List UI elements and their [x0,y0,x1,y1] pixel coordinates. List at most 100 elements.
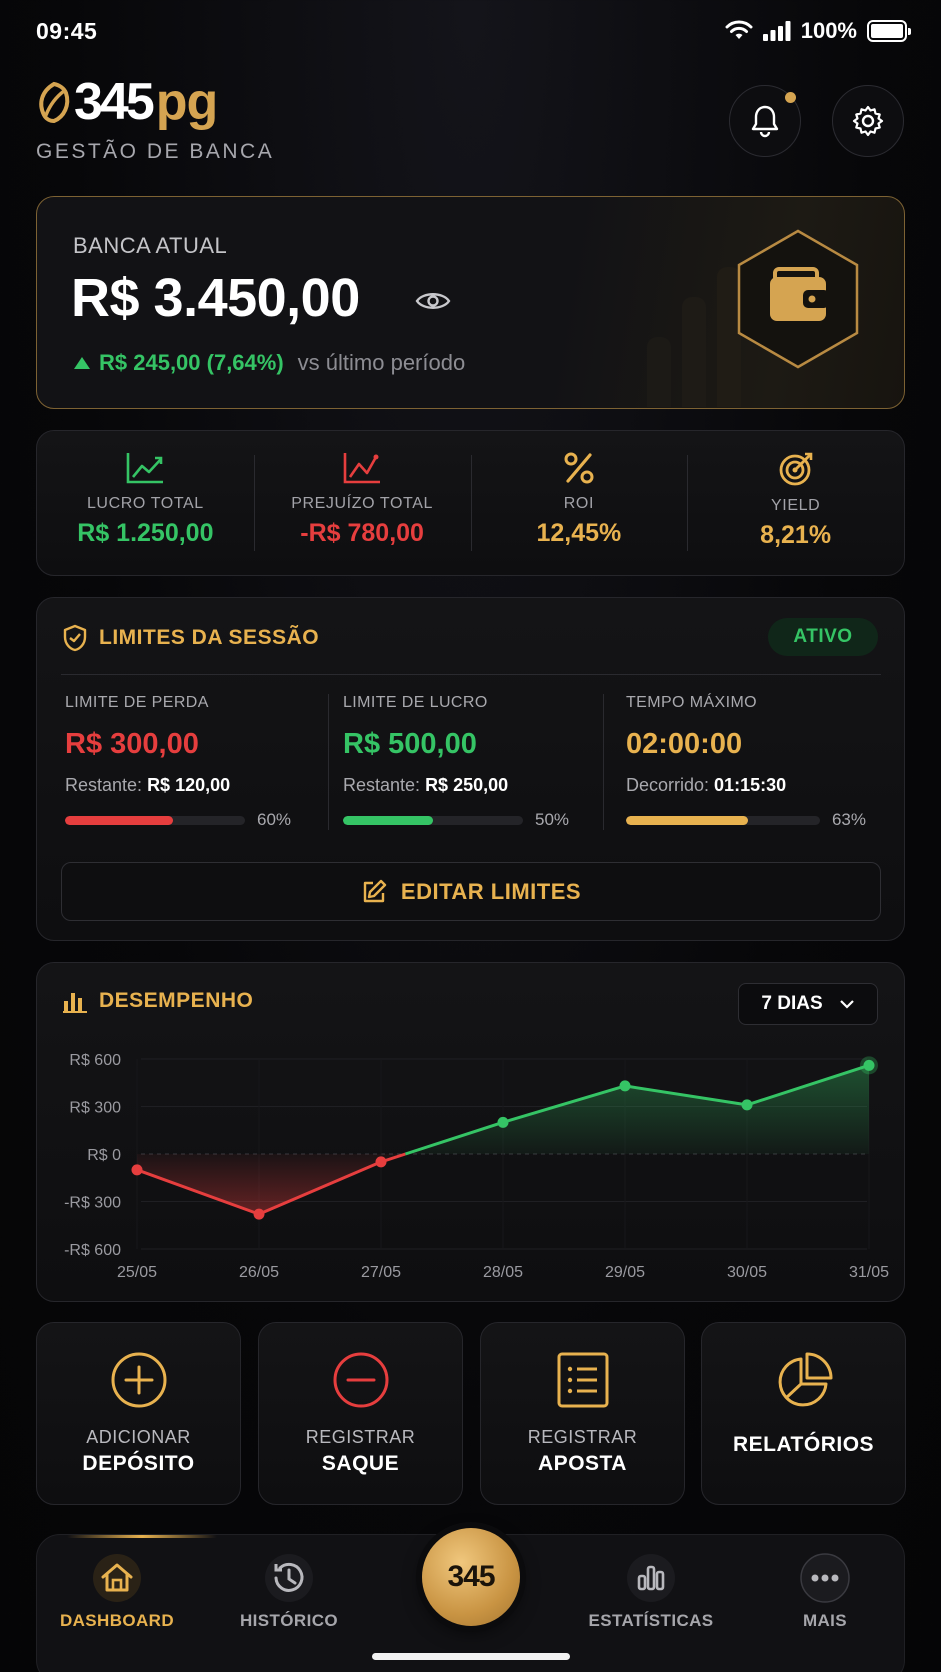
x-tick-label: 31/05 [849,1264,889,1281]
limit-label: LIMITE DE LUCRO [343,694,488,711]
stat-label: LUCRO TOTAL [86,495,204,512]
limit-progress-label: 63% [831,810,866,829]
limit-value: R$ 300,00 [65,728,199,760]
performance-header: DESEMPENHO [63,989,253,1013]
limit-progress: 50% [343,810,583,830]
x-tick-label: 30/05 [727,1264,767,1281]
stat-roi: ROI 12,45% [470,431,688,575]
stat-value: 8,21% [760,521,832,549]
stat-value: -R$ 780,00 [300,519,424,547]
edit-limits-label: EDITAR LIMITES [400,878,582,904]
arrow-up-icon [74,357,90,369]
active-tab-indicator [67,1535,217,1538]
more-icon [800,1553,850,1603]
chevron-down-icon [839,1000,854,1009]
limit-remaining: Restante: R$ 250,00 [343,775,509,795]
eye-icon[interactable] [415,289,451,313]
logo-suffix: pg [155,73,219,131]
reports-button[interactable]: RELATÓRIOS [701,1322,906,1505]
performance-title: DESEMPENHO [99,989,254,1012]
nav-dashboard[interactable]: DASHBOARD [47,1553,187,1631]
percent-icon [564,452,594,484]
limit-value: 02:00:00 [626,728,743,760]
x-tick-label: 26/05 [239,1264,279,1281]
edit-limits-button[interactable]: EDITAR LIMITES [61,862,881,921]
stat-prejuizo-total: PREJUÍZO TOTAL -R$ 780,00 [253,431,471,575]
nav-history[interactable]: HISTÓRICO [219,1553,359,1631]
tile-label-top: REGISTRAR [527,1427,638,1447]
stat-label: ROI [563,495,594,512]
data-point [253,1208,265,1220]
balance-card: BANCA ATUAL R$ 3.450,00 R$ 245,00 (7,64%… [36,196,905,409]
battery-percent: 100% [800,18,857,43]
status-badge: ATIVO [768,618,878,656]
register-withdrawal-button[interactable]: REGISTRAR SAQUE [258,1322,463,1505]
stat-label: PREJUÍZO TOTAL [291,495,433,512]
balance-change-suffix: vs último período [297,350,466,375]
limit-value: R$ 500,00 [343,728,477,760]
series-line-negative [136,1152,406,1216]
tile-label-top: ADICIONAR [86,1427,191,1447]
trend-red-icon [343,453,381,484]
trend-up-green-icon [127,453,164,484]
x-tick-label: 27/05 [361,1264,401,1281]
nav-label: DASHBOARD [59,1611,175,1630]
app-logo: 345 pg [36,73,219,131]
divider [61,674,881,675]
tile-label-bottom: DEPÓSITO [82,1452,195,1475]
plus-circle-icon [111,1352,166,1408]
nav-statistics[interactable]: ESTATÍSTICAS [581,1553,721,1631]
x-tick-label: 28/05 [483,1264,523,1281]
nav-more[interactable]: MAIS [755,1553,895,1631]
limit-progress: 63% [626,810,866,830]
center-action-label: 345 [447,1560,495,1593]
stat-label: YIELD [771,497,821,514]
limit-progress-fill [626,815,749,825]
status-indicators: 100% [725,18,911,44]
y-tick-label: R$ 0 [87,1147,121,1164]
center-action-button[interactable]: 345 [422,1528,520,1626]
nav-label: MAIS [802,1611,848,1630]
y-tick-label: R$ 600 [69,1052,121,1069]
notifications-button[interactable] [729,85,801,157]
list-document-icon [557,1352,608,1408]
data-point [863,1059,875,1071]
battery-icon [867,20,911,42]
register-bet-button[interactable]: REGISTRAR APOSTA [480,1322,685,1505]
stat-lucro-total: LUCRO TOTAL R$ 1.250,00 [37,431,254,575]
limit-loss: LIMITE DE PERDA R$ 300,00 Restante: R$ 1… [65,694,305,830]
home-icon [93,1554,141,1602]
balance-change: R$ 245,00 (7,64%) vs último período [73,350,465,376]
add-deposit-button[interactable]: ADICIONAR DEPÓSITO [36,1322,241,1505]
target-icon [779,452,812,486]
nav-label: ESTATÍSTICAS [588,1611,714,1630]
tile-label-bottom: SAQUE [321,1452,400,1475]
stat-value: 12,45% [536,519,622,547]
session-limits-card: LIMITES DA SESSÃO ATIVO LIMITE DE PERDA … [36,597,905,941]
data-point [497,1116,509,1128]
history-icon [265,1554,313,1602]
x-tick-label: 29/05 [605,1264,645,1281]
wallet-hexagon-icon [737,229,859,369]
tile-label-bottom: RELATÓRIOS [732,1433,875,1456]
positive-area [405,1065,869,1154]
limit-remaining: Restante: R$ 120,00 [65,775,231,795]
period-select[interactable]: 7 DIAS [738,983,878,1025]
nav-label: HISTÓRICO [239,1611,339,1630]
notification-dot [785,92,796,103]
data-point [375,1156,387,1168]
limit-remaining: Decorrido: 01:15:30 [626,775,787,795]
balance-amount: R$ 3.450,00 [71,268,360,328]
stats-card: LUCRO TOTAL R$ 1.250,00 PREJUÍZO TOTAL -… [36,430,905,576]
logo-number: 345 [74,73,155,131]
limit-progress-label: 60% [257,810,292,829]
y-tick-label: R$ 300 [69,1100,121,1117]
signal-icon [762,21,791,41]
balance-value: R$ 3.450,00 [71,267,360,329]
settings-button[interactable] [832,85,904,157]
status-time: 09:45 [36,18,98,44]
shield-icon [63,624,87,652]
divider [603,694,604,830]
bar-chart-icon [63,993,87,1013]
limit-progress-fill [65,815,173,825]
